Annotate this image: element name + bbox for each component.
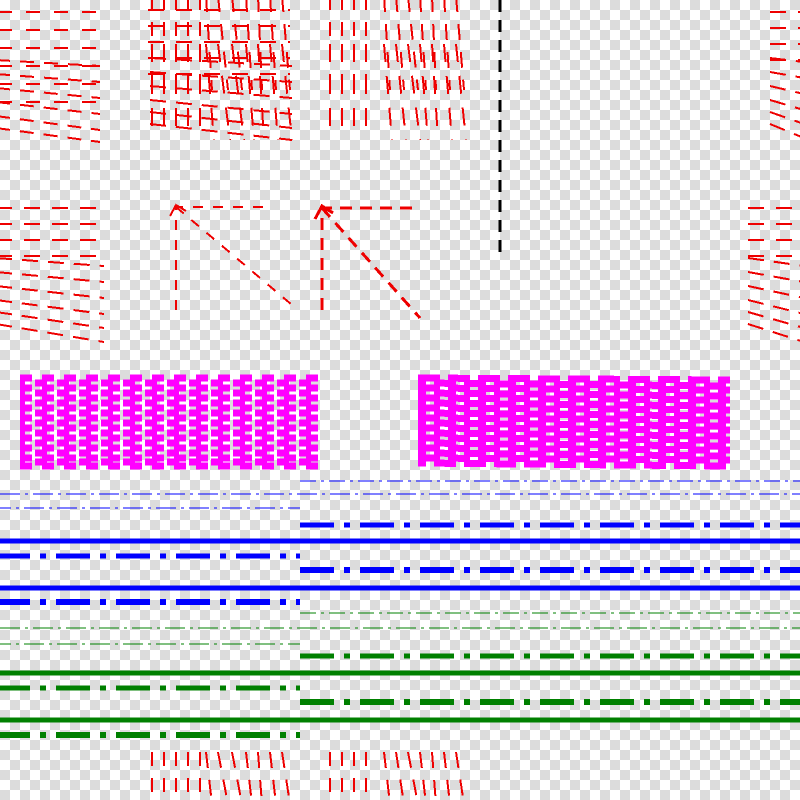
red-horizontal-dash-band-top-left <box>0 11 100 103</box>
red-arrow-outline-sparse <box>175 206 299 311</box>
red-arrow-head-sparse-icon <box>169 203 187 217</box>
red-vertical-dash-cluster-b1 <box>151 44 201 140</box>
red-horizontal-dash-band-mid-right <box>748 207 800 257</box>
red-vertical-dash-cluster-a2 <box>205 0 291 91</box>
magenta-dash-block-right-offset <box>417 379 731 470</box>
red-vertical-dash-cluster-b4 <box>383 43 467 141</box>
red-horizontal-skewed-band-mid-left <box>0 257 105 343</box>
red-arrow-outline-dense <box>320 206 422 319</box>
red-vertical-dash-cluster-bottom-1 <box>151 752 201 800</box>
magenta-dash-block-left <box>20 374 320 470</box>
red-horizontal-skewed-band-top-right <box>769 57 800 138</box>
magenta-dash-block-right <box>417 374 731 464</box>
red-vertical-dash-cluster-bottom-2 <box>205 751 291 800</box>
magenta-dash-block-left-offset <box>20 379 320 466</box>
red-arrow-head-dense-icon <box>313 203 334 220</box>
red-vertical-dash-cluster-b2 <box>205 43 293 141</box>
red-vertical-dash-cluster-b3 <box>329 44 367 140</box>
red-horizontal-skewed-band-top-left <box>0 59 101 143</box>
red-horizontal-skewed-band-mid-right <box>747 257 800 342</box>
red-vertical-dash-cluster-a3 <box>329 0 367 92</box>
red-horizontal-dash-band-mid-left <box>0 207 102 257</box>
red-horizontal-skewed-band-top-mid <box>149 57 293 141</box>
red-vertical-dash-cluster-bottom-4 <box>383 751 465 800</box>
red-vertical-dash-cluster-bottom-3 <box>329 752 367 800</box>
red-vertical-dash-cluster-a4 <box>383 0 465 91</box>
red-horizontal-dash-band-top-right <box>770 11 800 61</box>
